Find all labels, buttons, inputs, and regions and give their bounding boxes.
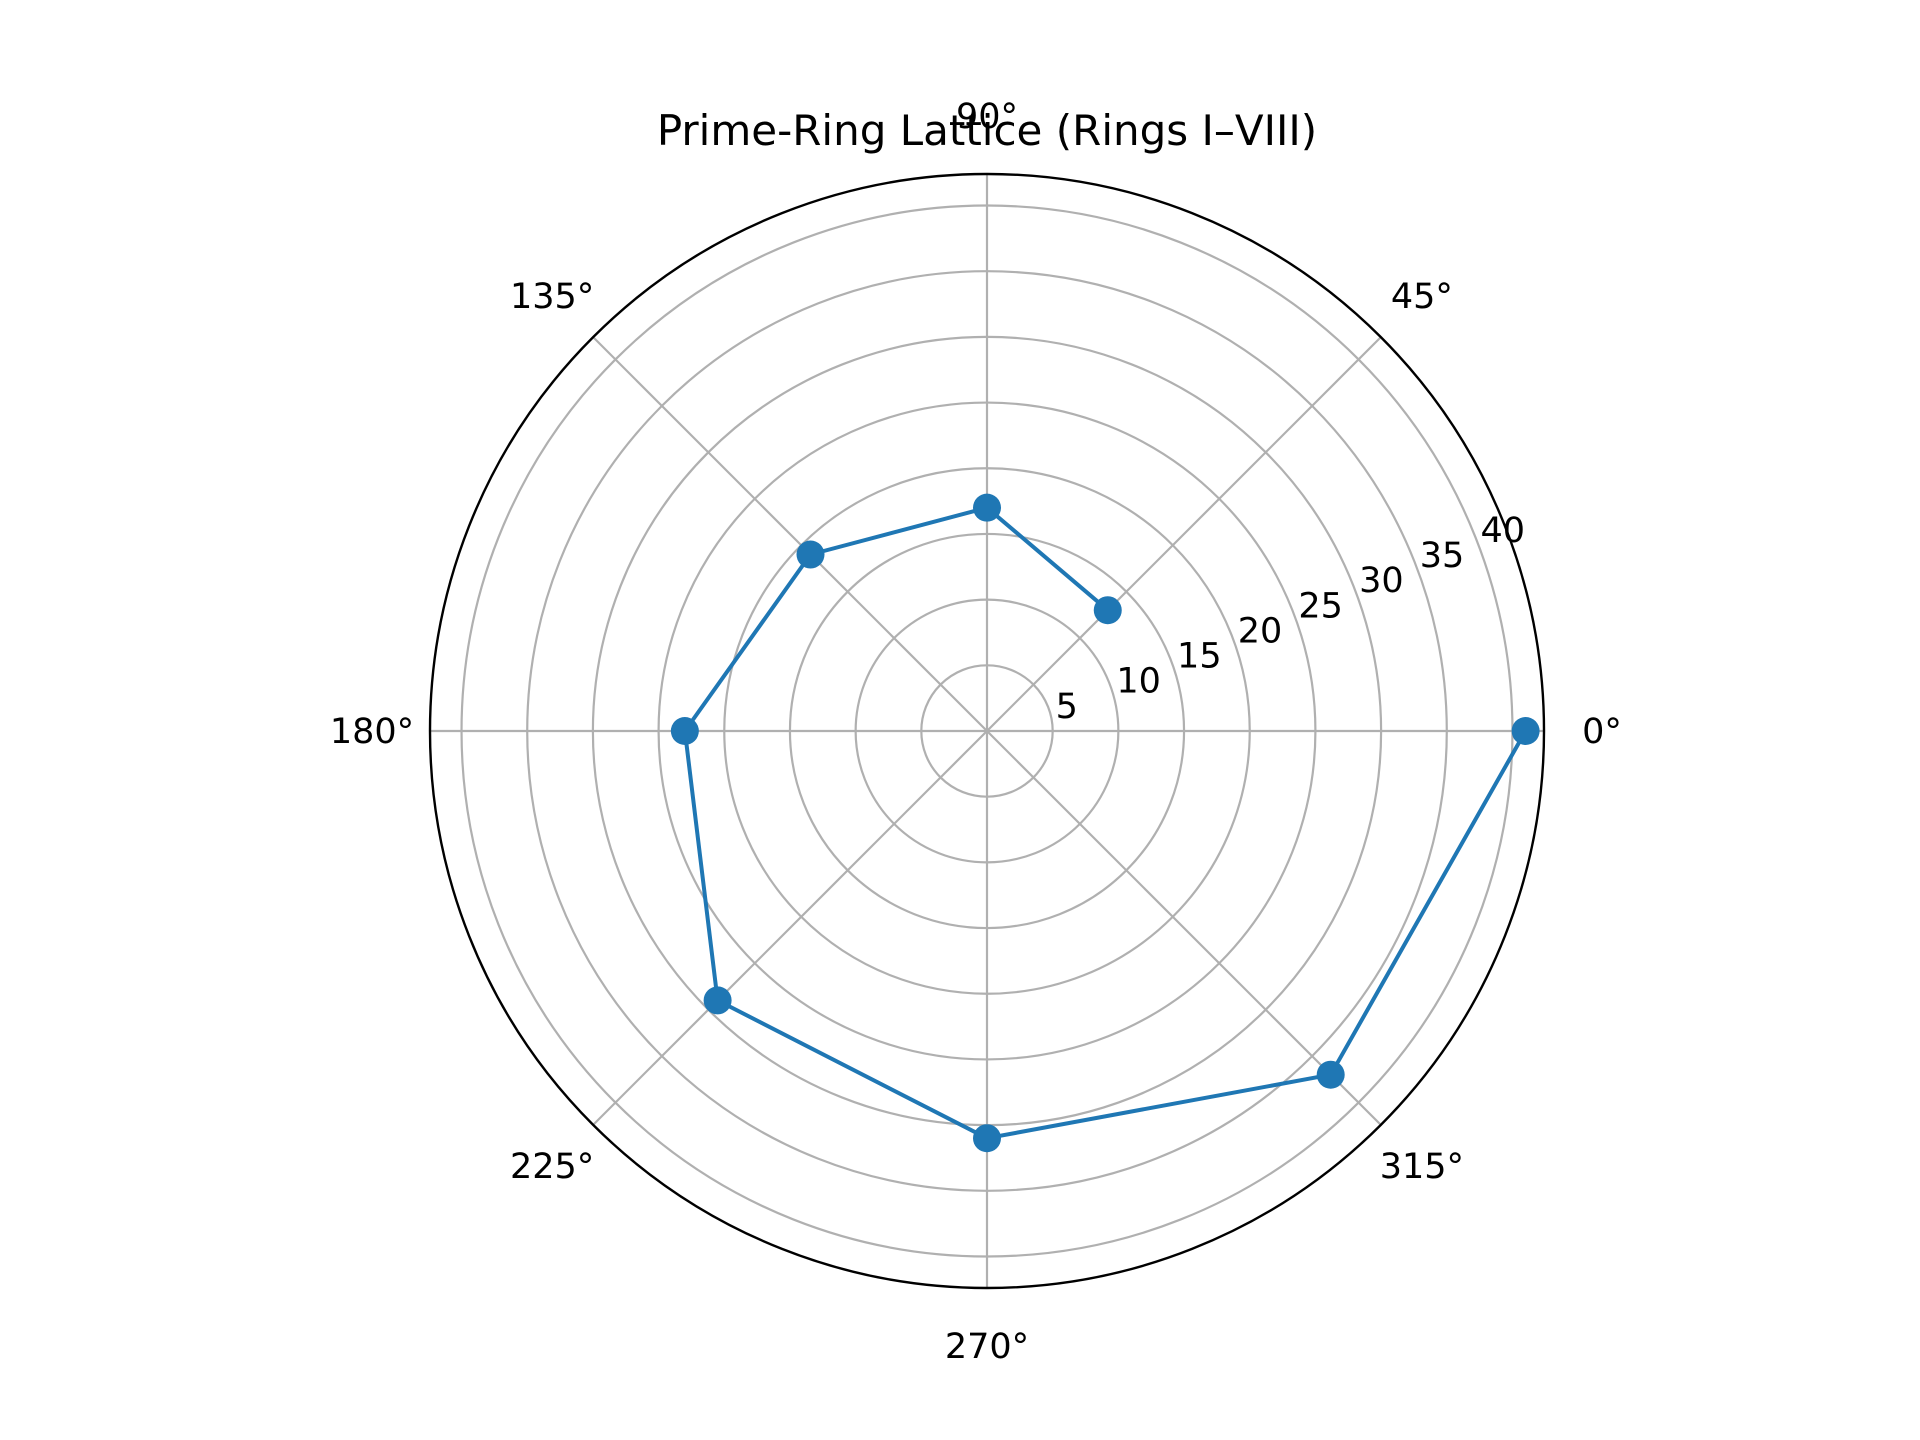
data-point-225deg bbox=[704, 986, 732, 1014]
theta-tick-label-180: 180° bbox=[330, 712, 414, 752]
radial-tick-labels: 5 10 15 20 25 30 35 40 bbox=[1056, 511, 1525, 727]
r-tick-label-30: 30 bbox=[1359, 561, 1404, 601]
spoke-gridline-225 bbox=[593, 731, 987, 1125]
data-point-45deg bbox=[1094, 596, 1122, 624]
r-tick-label-15: 15 bbox=[1177, 637, 1222, 677]
spoke-gridline-135 bbox=[593, 337, 987, 731]
data-point-180deg bbox=[671, 717, 699, 745]
theta-tick-label-90: 90° bbox=[956, 97, 1018, 137]
r-tick-label-10: 10 bbox=[1116, 662, 1161, 702]
theta-tick-label-315: 315° bbox=[1380, 1147, 1464, 1187]
theta-tick-label-0: 0° bbox=[1582, 712, 1622, 752]
data-point-135deg bbox=[797, 541, 825, 569]
r-tick-label-40: 40 bbox=[1480, 511, 1525, 551]
data-series bbox=[671, 494, 1540, 1153]
data-point-315deg bbox=[1317, 1061, 1345, 1089]
theta-tick-label-45: 45° bbox=[1391, 277, 1453, 317]
r-tick-label-25: 25 bbox=[1298, 586, 1343, 626]
data-point-270deg bbox=[973, 1124, 1001, 1152]
data-point-90deg bbox=[973, 494, 1001, 522]
polar-grid bbox=[430, 174, 1544, 1288]
r-tick-label-5: 5 bbox=[1056, 687, 1078, 727]
data-point-0deg bbox=[1512, 717, 1540, 745]
r-tick-label-20: 20 bbox=[1238, 611, 1283, 651]
theta-tick-label-225: 225° bbox=[510, 1147, 594, 1187]
theta-tick-label-270: 270° bbox=[945, 1327, 1029, 1367]
r-tick-label-35: 35 bbox=[1420, 536, 1465, 576]
theta-tick-label-135: 135° bbox=[510, 277, 594, 317]
